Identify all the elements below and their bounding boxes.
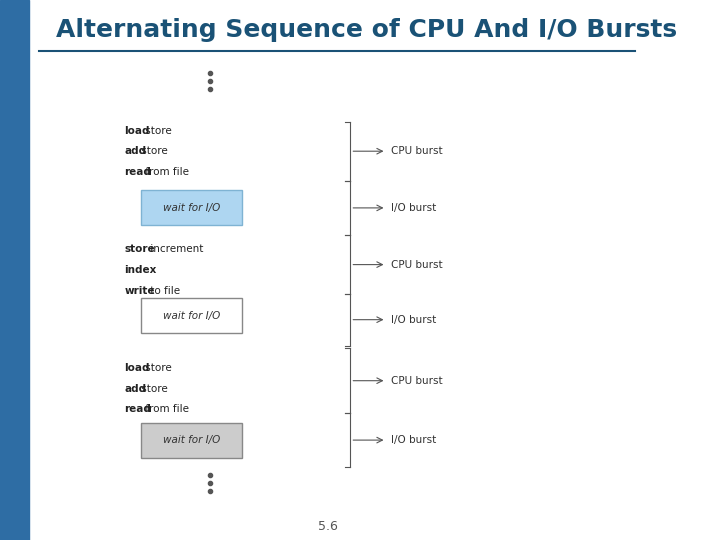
Text: from file: from file — [143, 404, 189, 414]
Text: wait for I/O: wait for I/O — [163, 435, 220, 445]
Text: store: store — [138, 384, 168, 394]
Text: read: read — [125, 404, 151, 414]
Text: I/O burst: I/O burst — [391, 203, 436, 213]
FancyBboxPatch shape — [141, 298, 243, 333]
Text: I/O burst: I/O burst — [391, 315, 436, 325]
Text: write: write — [125, 286, 155, 295]
Text: increment: increment — [147, 245, 203, 254]
Text: add: add — [125, 146, 147, 156]
Text: store: store — [138, 146, 168, 156]
FancyBboxPatch shape — [141, 191, 243, 226]
Text: index: index — [125, 265, 157, 275]
Text: add: add — [125, 384, 147, 394]
Text: I/O burst: I/O burst — [391, 435, 436, 445]
Text: read: read — [125, 167, 151, 177]
Text: CPU burst: CPU burst — [391, 146, 443, 156]
Text: CPU burst: CPU burst — [391, 376, 443, 386]
Text: from file: from file — [143, 167, 189, 177]
Text: to file: to file — [147, 286, 180, 295]
Text: store: store — [125, 245, 155, 254]
Text: 5.6: 5.6 — [318, 520, 338, 533]
Text: store: store — [143, 126, 172, 136]
Text: CPU burst: CPU burst — [391, 260, 443, 269]
Text: Alternating Sequence of CPU And I/O Bursts: Alternating Sequence of CPU And I/O Burs… — [56, 18, 678, 42]
Text: load: load — [125, 126, 150, 136]
Text: wait for I/O: wait for I/O — [163, 203, 220, 213]
Text: wait for I/O: wait for I/O — [163, 311, 220, 321]
FancyBboxPatch shape — [141, 422, 243, 458]
Text: load: load — [125, 363, 150, 373]
Text: store: store — [143, 363, 172, 373]
